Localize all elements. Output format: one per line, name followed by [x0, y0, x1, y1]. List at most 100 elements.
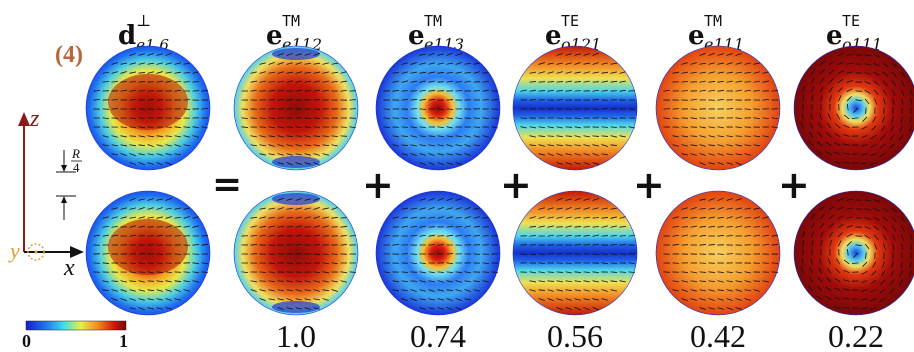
field-arrow	[156, 289, 163, 292]
field-arrow	[428, 90, 436, 92]
disc-field	[656, 46, 780, 170]
field-arrow	[874, 98, 878, 105]
field-arrow	[708, 207, 715, 210]
field-arrow	[295, 162, 302, 165]
field-arrow	[277, 90, 285, 92]
field-arrow	[192, 71, 199, 74]
field-arrow	[828, 78, 834, 84]
disc-outline	[85, 45, 211, 171]
field-arrow	[861, 307, 868, 310]
field-arrow	[699, 207, 707, 210]
field-arrow	[864, 54, 871, 57]
field-arrow	[482, 89, 489, 92]
field-arrow	[901, 98, 904, 105]
field-arrow	[834, 133, 841, 138]
field-arrow	[744, 207, 751, 210]
field-arrow	[331, 289, 338, 292]
field-arrow	[846, 62, 853, 65]
field-arrow	[165, 144, 172, 147]
field-arrow	[802, 231, 805, 238]
field-arrow	[455, 71, 462, 74]
field-arrow	[810, 213, 816, 220]
field-arrow	[735, 271, 742, 274]
field-arrow	[201, 89, 209, 92]
field-arrow	[726, 271, 734, 273]
field-arrow	[138, 289, 145, 292]
field-arrow	[889, 288, 895, 294]
field-arrow	[547, 216, 554, 219]
field-arrow	[446, 153, 453, 156]
field-arrow	[529, 235, 537, 237]
field-arrow	[392, 280, 399, 283]
field-arrow	[102, 225, 110, 228]
field-arrow	[735, 144, 742, 147]
field-arrow	[340, 89, 347, 92]
field-arrow	[726, 280, 733, 283]
field-arrow	[322, 71, 329, 74]
field-arrow	[277, 307, 284, 311]
equals-sign: =	[212, 164, 242, 205]
field-arrow	[138, 81, 146, 83]
field-arrow	[726, 62, 733, 65]
field-arrow	[809, 267, 813, 274]
field-arrow	[547, 253, 555, 255]
field-arrow	[846, 53, 854, 56]
field-arrow	[129, 117, 137, 119]
field-arrow	[834, 287, 841, 291]
field-arrow	[529, 81, 537, 83]
field-arrow	[455, 271, 463, 273]
field-arrow	[419, 80, 426, 83]
field-arrow	[601, 108, 609, 110]
field-arrow	[699, 126, 706, 129]
field-arrow	[120, 153, 127, 157]
field-arrow	[446, 298, 453, 302]
field-arrow	[295, 62, 302, 65]
field-arrow	[610, 80, 618, 83]
field-arrow	[556, 153, 563, 157]
field-arrow	[174, 126, 182, 128]
field-arrow	[277, 52, 284, 56]
field-arrow	[574, 81, 582, 83]
field-arrow	[601, 62, 608, 65]
field-arrow	[304, 216, 311, 219]
field-arrow	[880, 125, 886, 132]
field-arrow	[286, 217, 294, 219]
field-arrow	[529, 126, 536, 129]
field-arrow	[304, 144, 312, 146]
field-arrow	[819, 77, 825, 84]
field-arrow	[699, 71, 706, 74]
field-arrow	[120, 207, 127, 210]
field-arrow	[846, 88, 853, 93]
field-arrow	[286, 307, 293, 310]
field-arrow	[601, 144, 608, 147]
field-arrow	[473, 225, 480, 228]
field-arrow	[583, 289, 590, 292]
field-arrow	[870, 134, 877, 140]
field-arrow	[165, 298, 172, 301]
field-arrow	[565, 90, 573, 92]
mode-disc-e112-row-2	[233, 190, 359, 316]
field-arrow	[455, 162, 462, 165]
field-arrow	[464, 216, 471, 219]
field-arrow	[547, 271, 555, 273]
field-arrow	[672, 117, 680, 119]
field-arrow	[610, 243, 618, 246]
field-arrow	[843, 288, 850, 291]
field-arrow	[437, 307, 444, 310]
field-arrow	[861, 270, 868, 275]
field-arrow	[446, 126, 453, 129]
field-arrow	[473, 90, 481, 92]
field-arrow	[708, 307, 715, 310]
field-arrow	[583, 234, 591, 237]
z-axis-arrowhead	[18, 112, 30, 126]
field-arrow	[690, 271, 697, 274]
field-arrow	[811, 95, 814, 102]
field-arrow	[708, 271, 716, 273]
field-arrow	[473, 234, 481, 237]
field-arrow	[295, 298, 302, 301]
field-arrow	[295, 207, 302, 210]
field-arrow	[120, 126, 128, 128]
field-arrow	[864, 199, 871, 202]
field-arrow	[437, 162, 444, 166]
field-arrow	[446, 271, 454, 273]
